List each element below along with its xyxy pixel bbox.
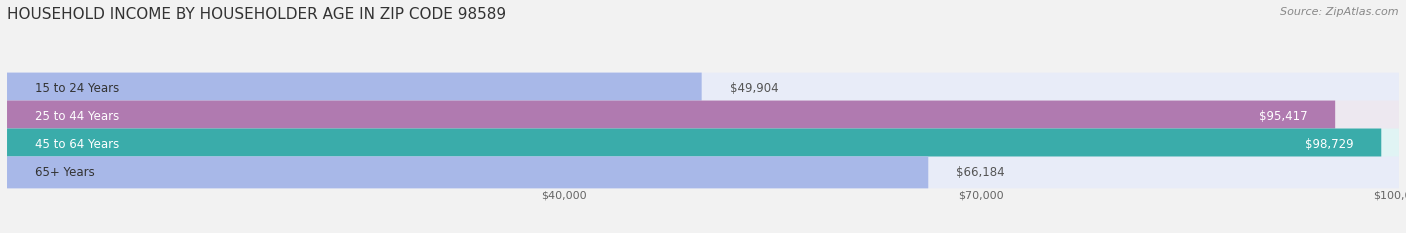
Text: 65+ Years: 65+ Years xyxy=(35,166,94,179)
Text: 15 to 24 Years: 15 to 24 Years xyxy=(35,82,120,95)
Text: $66,184: $66,184 xyxy=(956,166,1005,179)
Text: $95,417: $95,417 xyxy=(1258,110,1308,123)
Text: 25 to 44 Years: 25 to 44 Years xyxy=(35,110,120,123)
FancyBboxPatch shape xyxy=(7,157,928,188)
FancyBboxPatch shape xyxy=(7,73,1399,104)
Text: Source: ZipAtlas.com: Source: ZipAtlas.com xyxy=(1281,7,1399,17)
FancyBboxPatch shape xyxy=(7,73,702,104)
Text: HOUSEHOLD INCOME BY HOUSEHOLDER AGE IN ZIP CODE 98589: HOUSEHOLD INCOME BY HOUSEHOLDER AGE IN Z… xyxy=(7,7,506,22)
Text: 45 to 64 Years: 45 to 64 Years xyxy=(35,138,120,151)
FancyBboxPatch shape xyxy=(7,129,1399,160)
Text: $98,729: $98,729 xyxy=(1305,138,1354,151)
Text: $49,904: $49,904 xyxy=(730,82,778,95)
FancyBboxPatch shape xyxy=(7,157,1399,188)
FancyBboxPatch shape xyxy=(7,101,1336,132)
FancyBboxPatch shape xyxy=(7,101,1399,132)
FancyBboxPatch shape xyxy=(7,129,1381,160)
